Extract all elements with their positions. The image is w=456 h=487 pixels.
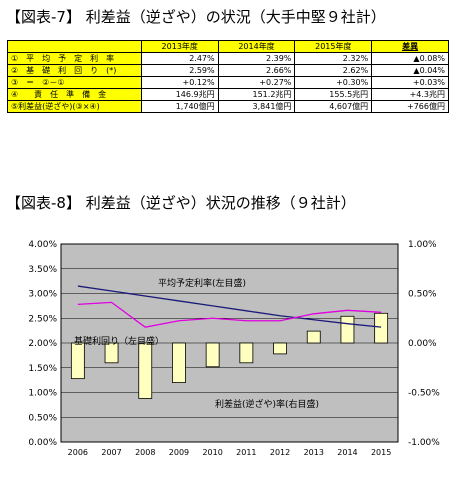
table-row: ③ ＝ ②－① +0.12% +0.27% +0.30% +0.03% [7, 76, 449, 89]
table-header-row: 2013年度 2014年度 2015年度 差異 [7, 40, 449, 53]
table-row: ④ 責 任 準 備 金 146.9兆円 151.2兆円 155.5兆円 +4.3… [7, 88, 449, 101]
table-cell: +4.3兆円 [371, 88, 449, 101]
table-cell: 2.59% [140, 64, 219, 77]
table-row: ⑤利差益(逆ざや)(③×④) 1,740億円 3,841億円 4,607億円 +… [7, 100, 449, 113]
row-label: ① 平 均 予 定 利 率 [7, 52, 142, 65]
bar [374, 312, 389, 344]
chart-title: 【図表-8】 利差益（逆ざや）状況の推移（９社計） [6, 194, 356, 212]
left-tick-label: 1.50% [28, 364, 57, 374]
x-tick-label: 2015 [371, 448, 391, 457]
row-label: ④ 責 任 準 備 金 [7, 88, 142, 101]
table-cell: 2.66% [217, 64, 296, 77]
table-cell: 1,740億円 [140, 100, 219, 113]
left-tick-label: 1.00% [28, 389, 57, 399]
x-tick-label: 2007 [101, 448, 121, 457]
table-cell: +766億円 [371, 100, 449, 113]
table-header-cell [7, 40, 142, 53]
bar [172, 342, 186, 383]
left-tick-label: 0.00% [28, 438, 57, 448]
right-tick-label: -0.50% [408, 389, 440, 399]
table-cell: 4,607億円 [294, 100, 373, 113]
x-tick-label: 2008 [135, 448, 155, 457]
bar [138, 342, 153, 399]
annotation-label: 基礎利回り（左目盛） [74, 335, 164, 347]
row-label: ③ ＝ ②－① [7, 76, 142, 89]
table-cell: 151.2兆円 [217, 88, 296, 101]
left-tick-label: 3.00% [28, 290, 57, 300]
table-cell: +0.12% [140, 76, 219, 89]
annotation-label: 平均予定利率(左目盛) [158, 277, 246, 289]
series-line [77, 301, 382, 328]
table-cell: 146.9兆円 [140, 88, 219, 101]
table-cell: +0.03% [371, 76, 449, 89]
table-header-cell: 2013年度 [140, 40, 219, 53]
bar [205, 342, 220, 368]
table-cell: +0.30% [294, 76, 373, 89]
x-tick-label: 2014 [337, 448, 357, 457]
table-cell: ▲0.08% [371, 52, 449, 65]
table-header-cell: 差異 [371, 40, 449, 53]
x-tick-label: 2013 [304, 448, 324, 457]
left-tick-label: 2.00% [28, 339, 57, 349]
x-tick-label: 2009 [169, 448, 189, 457]
left-tick-label: 0.50% [28, 413, 57, 423]
x-tick-label: 2010 [202, 448, 222, 457]
x-tick-label: 2006 [68, 448, 88, 457]
right-tick-label: -1.00% [408, 438, 440, 448]
series-line [77, 285, 382, 328]
table-header-cell: 2014年度 [217, 40, 296, 53]
table-cell: 155.5兆円 [294, 88, 373, 101]
table-cell: 2.32% [294, 52, 373, 65]
row-label: ⑤利差益(逆ざや)(③×④) [7, 100, 142, 113]
right-tick-label: 0.50% [408, 290, 437, 300]
bar [340, 315, 355, 344]
left-tick-label: 3.50% [28, 265, 57, 275]
table-cell: +0.27% [217, 76, 296, 89]
annotation-label: 利差益(逆ざや)率(右目盛) [215, 398, 319, 410]
table-cell: ▲0.04% [371, 64, 449, 77]
table-row: ② 基 礎 利 回 り (*) 2.59% 2.66% 2.62% ▲0.04% [7, 64, 449, 77]
table-cell: 2.62% [294, 64, 373, 77]
summary-table: 2013年度 2014年度 2015年度 差異 ① 平 均 予 定 利 率 2.… [7, 40, 449, 113]
chart-svg: 0.00% 0.50% 1.00% 1.50% 2.00% 2.50% 3.00% 3.50%… [28, 240, 440, 457]
right-tick-label: 1.00% [408, 240, 437, 250]
table-cell: 2.39% [217, 52, 296, 65]
left-tick-label: 4.00% [28, 240, 57, 250]
bar [306, 330, 321, 344]
bar [70, 342, 85, 380]
x-tick-label: 2012 [270, 448, 290, 457]
right-tick-label: 0.00% [408, 339, 437, 349]
x-tick-label: 2011 [236, 448, 256, 457]
table-row: ① 平 均 予 定 利 率 2.47% 2.39% 2.32% ▲0.08% [7, 52, 449, 65]
table-cell: 3,841億円 [217, 100, 296, 113]
table-header-cell: 2015年度 [294, 40, 373, 53]
table-title: 【図表-7】 利差益（逆ざや）の状況（大手中堅９社計） [6, 8, 386, 26]
bar [104, 342, 119, 364]
bar [239, 342, 254, 364]
bar [273, 342, 287, 355]
table-cell: 2.47% [140, 52, 219, 65]
row-label: ② 基 礎 利 回 り (*) [7, 64, 142, 77]
left-tick-label: 2.50% [28, 314, 57, 324]
